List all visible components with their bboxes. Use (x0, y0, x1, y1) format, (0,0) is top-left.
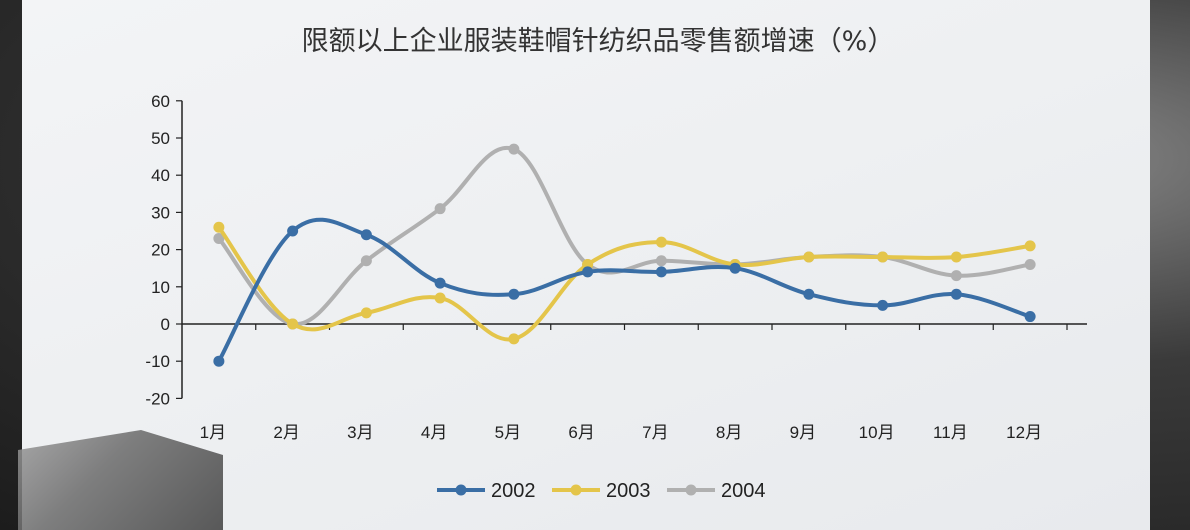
y-tick-label: 20 (151, 241, 170, 260)
x-tick-label: 11月 (933, 423, 968, 442)
series-line-2004 (216, 145, 1033, 327)
data-point-2004 (434, 203, 446, 215)
data-point-2002 (582, 266, 594, 278)
data-point-2004 (655, 255, 667, 267)
x-tick-label: 4月 (421, 423, 447, 442)
data-point-2002 (877, 299, 889, 311)
line-chart: 限额以上企业服装鞋帽针纺织品零售额增速（%） 60 50 40 30 20 10 0 -10 -… (145, 26, 1087, 502)
y-tick-label: 30 (151, 203, 170, 222)
chart-card: 限额以上企业服装鞋帽针纺织品零售额增速（%） 60 50 40 30 20 10 0 -10 -… (22, 0, 1150, 530)
x-tick-label: 12月 (1006, 423, 1042, 442)
data-point-2002 (655, 266, 667, 278)
x-tick-label: 8月 (716, 423, 742, 442)
data-point-2003 (655, 236, 667, 248)
data-point-2002 (803, 288, 815, 300)
y-tick-label: 0 (161, 315, 170, 334)
data-point-2002 (213, 355, 225, 367)
y-tick-label: 40 (151, 166, 170, 185)
data-point-2002 (508, 288, 520, 300)
x-tick-label: 7月 (642, 423, 668, 442)
data-point-2003 (950, 251, 962, 263)
corner-watermark-image (18, 430, 223, 530)
legend-label-2002: 2002 (491, 480, 536, 502)
data-point-2002 (729, 262, 741, 274)
y-tick-label: -20 (145, 389, 170, 408)
y-tick-label: 60 (151, 92, 170, 111)
y-tick-label: -10 (145, 352, 170, 371)
data-point-2002 (434, 277, 446, 289)
data-point-2002 (287, 225, 299, 237)
series-layer (213, 143, 1036, 367)
data-point-2002 (1024, 311, 1036, 323)
y-tick-label: 10 (151, 278, 170, 297)
x-tick-label: 5月 (495, 423, 521, 442)
legend-marker-2002 (455, 484, 467, 496)
x-tick-label: 1月 (200, 423, 226, 442)
data-point-2004 (213, 232, 225, 244)
axes: 60 50 40 30 20 10 0 -10 -20 1月 2月 3月 4月 5月 6月 7月 8月 9月 10月… (145, 92, 1087, 442)
chart-title: 限额以上企业服装鞋帽针纺织品零售额增速（%） (302, 26, 895, 57)
x-tick-label: 6月 (568, 423, 594, 442)
legend-label-2004: 2004 (721, 480, 766, 502)
data-point-2003 (1024, 240, 1036, 252)
legend: 2002 2003 2004 (437, 480, 766, 502)
legend-marker-2003 (570, 484, 582, 496)
data-point-2003 (508, 333, 520, 345)
data-point-2003 (287, 318, 299, 330)
data-point-2002 (360, 229, 372, 241)
data-point-2003 (803, 251, 815, 263)
x-tick-label: 9月 (790, 423, 816, 442)
legend-marker-2004 (685, 484, 697, 496)
x-tick-label: 3月 (347, 423, 373, 442)
x-tick-label: 10月 (859, 423, 895, 442)
data-point-2004 (950, 270, 962, 282)
data-point-2003 (877, 251, 889, 263)
data-point-2002 (950, 288, 962, 300)
data-point-2003 (434, 292, 446, 304)
data-point-2004 (1024, 258, 1036, 270)
data-point-2004 (508, 143, 520, 155)
legend-label-2003: 2003 (606, 480, 651, 502)
x-tick-label: 2月 (273, 423, 299, 442)
data-point-2003 (213, 221, 225, 233)
series-line-2003 (216, 225, 1033, 342)
data-point-2003 (360, 307, 372, 319)
data-point-2004 (360, 255, 372, 267)
series-2002 (213, 217, 1036, 367)
y-tick-label: 50 (151, 129, 170, 148)
